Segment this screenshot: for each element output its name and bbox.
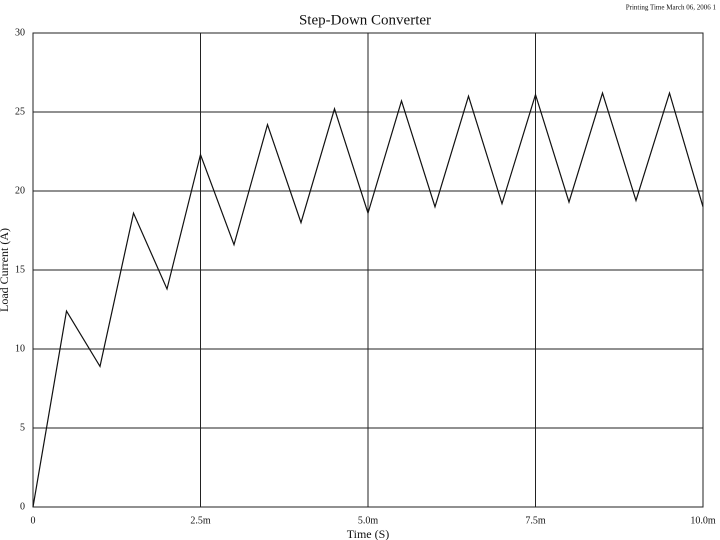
y-tick-label: 5 [20, 422, 25, 433]
x-tick-label: 10.0m [690, 515, 716, 526]
x-tick-label: 5.0m [358, 515, 379, 526]
y-tick-label: 0 [20, 501, 25, 512]
y-tick-label: 15 [15, 264, 25, 275]
x-tick-label: 0 [31, 515, 36, 526]
y-tick-label: 25 [15, 106, 25, 117]
y-tick-label: 10 [15, 343, 25, 354]
x-axis-label: Time (S) [347, 527, 390, 540]
printing-time: Printing Time March 06, 2006 1 [626, 4, 717, 12]
y-tick-label: 30 [15, 27, 25, 38]
x-tick-label: 2.5m [190, 515, 211, 526]
y-axis-label: Load Current (A) [0, 228, 11, 312]
y-tick-label: 20 [15, 185, 25, 196]
chart-title: Step-Down Converter [299, 12, 431, 28]
x-tick-label: 7.5m [525, 515, 546, 526]
data-line [32, 90, 704, 508]
